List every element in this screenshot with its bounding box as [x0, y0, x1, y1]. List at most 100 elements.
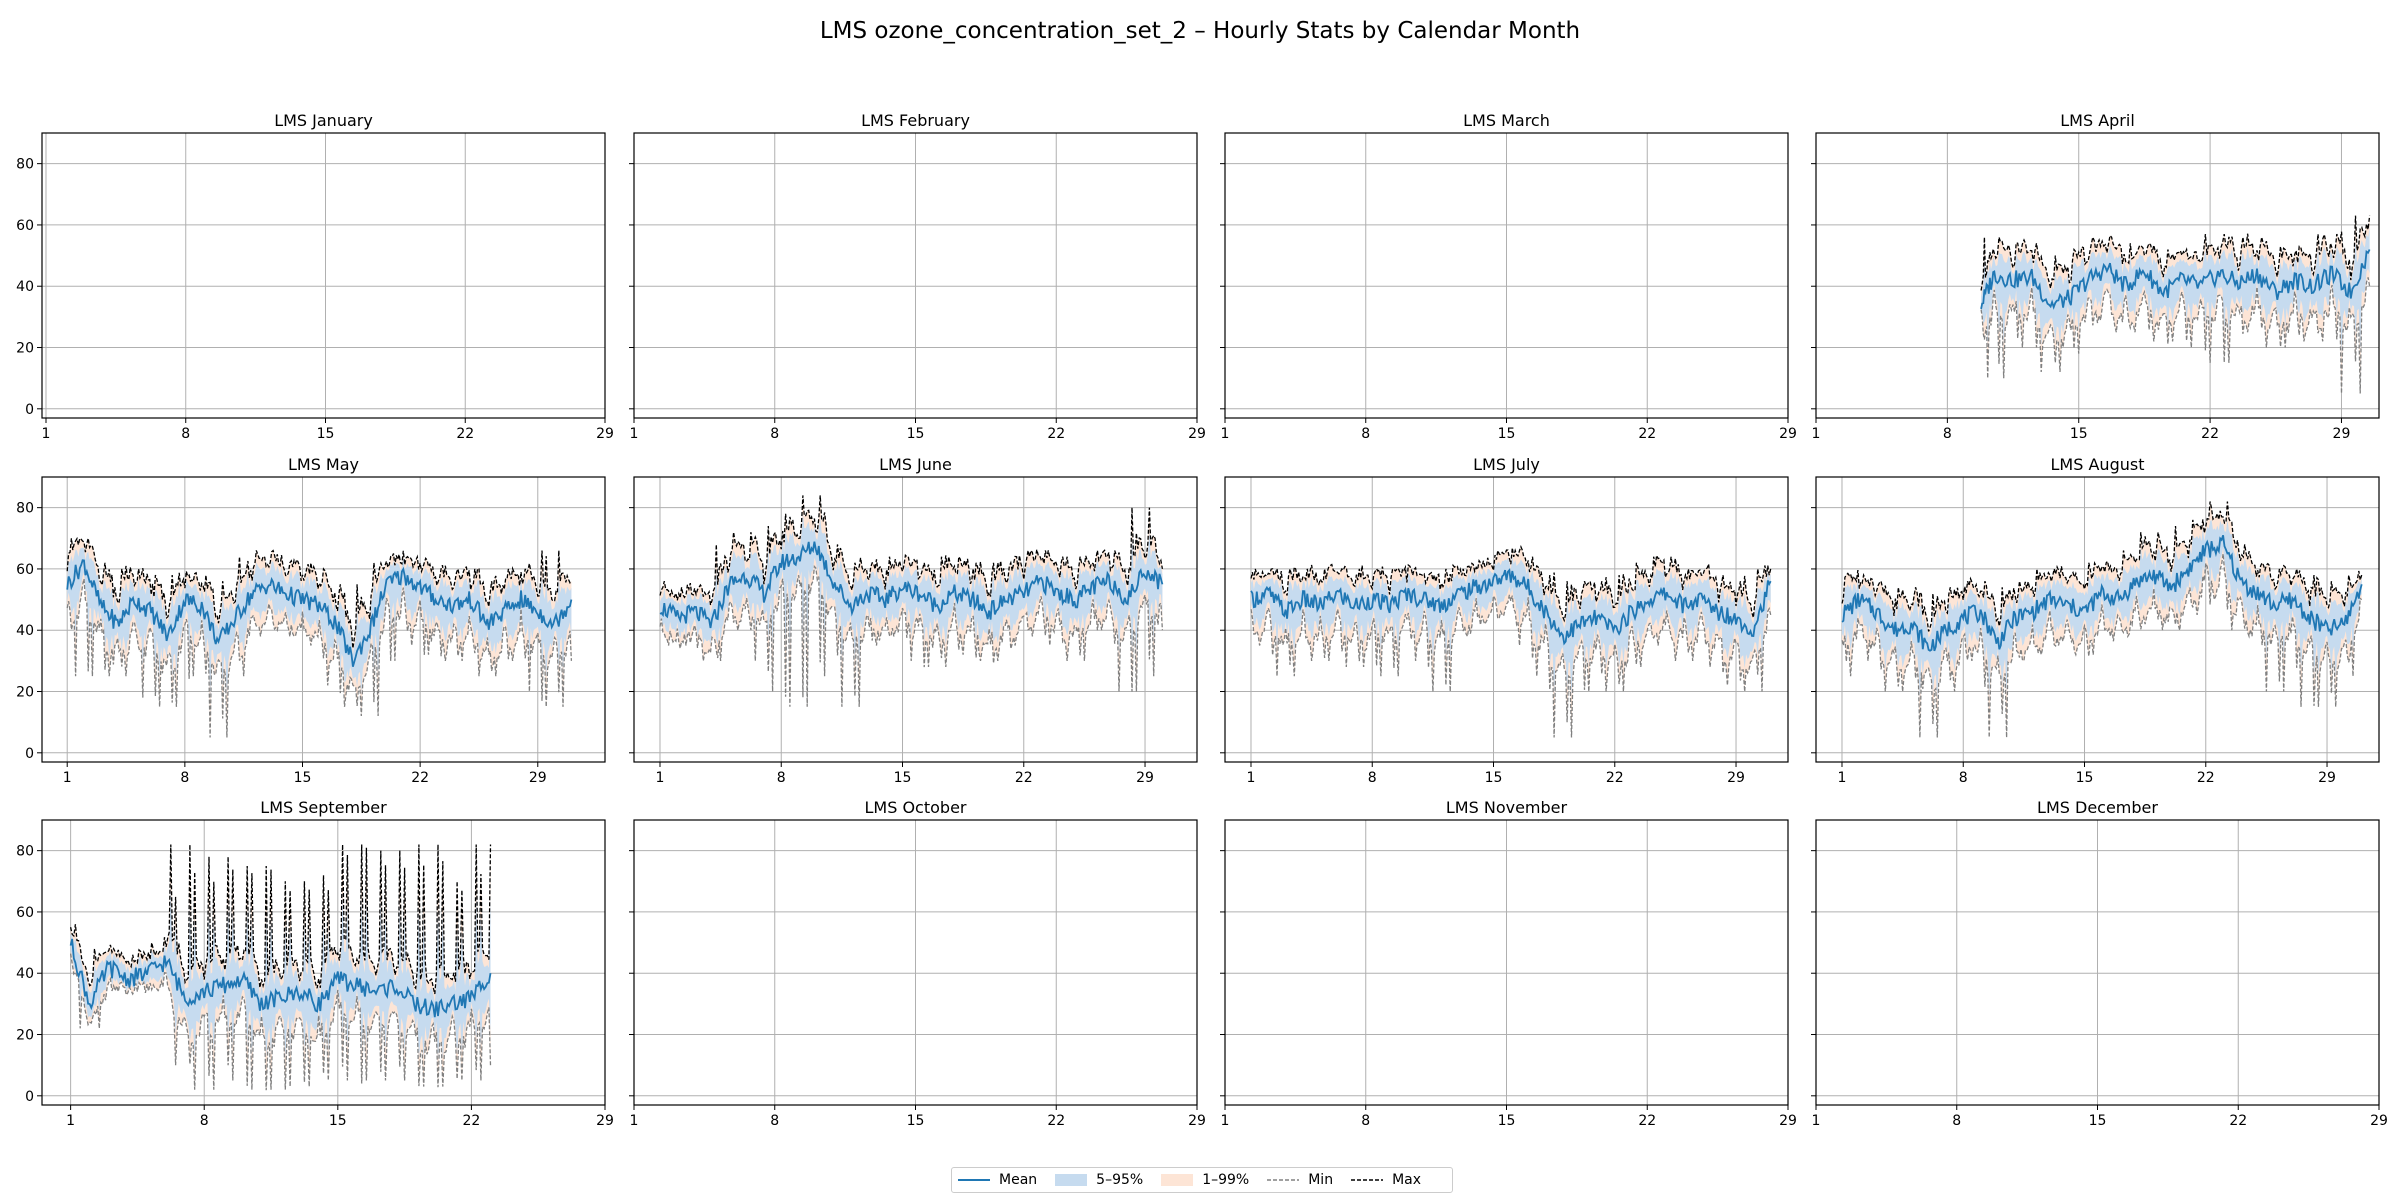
- x-tick-label: 15: [2070, 426, 2088, 442]
- series-max-line: [1250, 545, 1772, 623]
- series-mean-line: [659, 541, 1164, 629]
- x-tick-label: 22: [1047, 1113, 1065, 1129]
- y-tick-label: 20: [16, 341, 34, 357]
- x-tick-label: 22: [462, 1113, 480, 1129]
- subplot-lms-october: 1 8 15 22 29 LMS October: [629, 798, 1206, 1129]
- x-tick-label: 8: [1952, 1113, 1961, 1129]
- y-tick-label: 0: [25, 402, 34, 418]
- x-tick-label: 29: [1779, 426, 1797, 442]
- subplot-lms-august: 1 8 15 22 29 LMS August: [1811, 455, 2380, 786]
- subplot-lms-march: 1 8 15 22 29 LMS March: [1220, 111, 1797, 442]
- x-tick-label: 15: [1485, 770, 1503, 786]
- band-5-95: [1251, 555, 1771, 698]
- y-tick-label: 80: [16, 501, 34, 517]
- legend-label-max: Max: [1392, 1172, 1422, 1188]
- series-min-line: [66, 578, 573, 738]
- series-mean-line: [1980, 249, 2371, 310]
- subplot-title: LMS July: [1473, 455, 1540, 474]
- subplot-title: LMS October: [865, 798, 967, 817]
- x-tick-label: 29: [596, 426, 614, 442]
- figure-title: LMS ozone_concentration_set_2 – Hourly S…: [819, 18, 1581, 44]
- series-max-line: [69, 844, 492, 995]
- y-tick-label: 40: [16, 623, 34, 639]
- axes-frame: [1224, 476, 1789, 763]
- legend-item-band-5-95: 5–95%: [1055, 1172, 1143, 1188]
- x-tick-label: 29: [1188, 426, 1206, 442]
- y-tick-label: 40: [16, 279, 34, 295]
- x-tick-label: 8: [181, 426, 190, 442]
- subplot-lms-april: 1 8 15 22 29 LMS April: [1811, 111, 2380, 442]
- series-mean-line: [66, 559, 573, 667]
- x-tick-label: 29: [2333, 426, 2351, 442]
- x-tick-label: 15: [1498, 1113, 1516, 1129]
- series-min-line: [69, 953, 492, 1091]
- x-tick-label: 8: [1959, 770, 1968, 786]
- x-tick-label: 8: [770, 426, 779, 442]
- x-tick-label: 1: [1838, 770, 1847, 786]
- legend-item-max: Max: [1351, 1172, 1421, 1188]
- legend-item-band-1-99: 1–99%: [1161, 1172, 1249, 1188]
- subplot-lms-january: 1 8 15 22 29 0 20 40 60 80 LMS January: [16, 111, 614, 442]
- subplot-lms-november: 1 8 15 22 29 LMS November: [1220, 798, 1797, 1129]
- x-tick-label: 22: [2197, 770, 2215, 786]
- legend-swatch-min: [1267, 1174, 1300, 1186]
- x-tick-label: 1: [1812, 1113, 1821, 1129]
- x-tick-label: 1: [1812, 426, 1821, 442]
- x-tick-label: 29: [1136, 770, 1154, 786]
- x-tick-label: 22: [1047, 426, 1065, 442]
- legend-item-min: Min: [1267, 1172, 1333, 1188]
- axes-frame: [41, 132, 606, 419]
- subplot-title: LMS January: [274, 111, 373, 130]
- x-tick-label: 8: [1943, 426, 1952, 442]
- x-tick-label: 8: [1361, 1113, 1370, 1129]
- subplot-title: LMS August: [2051, 455, 2145, 474]
- series-max-line: [1841, 501, 2363, 632]
- series-mean-line: [1250, 567, 1772, 646]
- axes-frame: [1815, 132, 2380, 419]
- x-tick-label: 22: [1638, 426, 1656, 442]
- band-5-95: [70, 887, 491, 1063]
- subplot-lms-may: 1 8 15 22 29 0 20 40 60 80 LMS May: [16, 455, 606, 786]
- y-tick-label: 0: [25, 1089, 34, 1105]
- x-tick-label: 22: [1606, 770, 1624, 786]
- x-tick-label: 29: [596, 1113, 614, 1129]
- x-tick-label: 1: [630, 426, 639, 442]
- band-5-95: [1981, 227, 2370, 357]
- y-tick-label: 80: [16, 844, 34, 860]
- subplot-title: LMS June: [879, 455, 952, 474]
- y-tick-label: 60: [16, 562, 34, 578]
- x-tick-label: 15: [2089, 1113, 2107, 1129]
- y-tick-label: 20: [16, 1028, 34, 1044]
- series-min-line: [1841, 553, 2363, 738]
- legend: Mean 5–95% 1–99% Min Max: [951, 1167, 1453, 1193]
- subplot-title: LMS December: [2037, 798, 2158, 817]
- subplot-lms-december: 1 8 15 22 29 LMS December: [1811, 798, 2388, 1129]
- x-tick-label: 8: [200, 1113, 209, 1129]
- subplot-lms-september: 1 8 15 22 29 0 20 40 60 80 LMS September: [16, 798, 614, 1129]
- x-tick-label: 22: [456, 426, 474, 442]
- x-tick-label: 22: [2229, 1113, 2247, 1129]
- legend-swatch-max: [1351, 1174, 1384, 1186]
- y-tick-label: 20: [16, 685, 34, 701]
- y-tick-label: 40: [16, 966, 34, 982]
- x-tick-label: 15: [294, 770, 312, 786]
- legend-label-band-5-95: 5–95%: [1096, 1172, 1144, 1188]
- subplot-title: LMS February: [861, 111, 970, 130]
- subplot-lms-july: 1 8 15 22 29 LMS July: [1220, 455, 1789, 786]
- subplot-title: LMS May: [288, 455, 359, 474]
- x-tick-label: 8: [180, 770, 189, 786]
- x-tick-label: 1: [63, 770, 72, 786]
- x-tick-label: 22: [411, 770, 429, 786]
- subplot-title: LMS March: [1463, 111, 1550, 130]
- y-tick-label: 60: [16, 218, 34, 234]
- band-5-95: [67, 547, 572, 701]
- axes-frame: [633, 476, 1198, 763]
- axes-frame: [1815, 476, 2380, 763]
- x-tick-label: 1: [1247, 770, 1256, 786]
- x-tick-label: 22: [1638, 1113, 1656, 1129]
- x-tick-label: 29: [529, 770, 547, 786]
- x-tick-label: 1: [1221, 1113, 1230, 1129]
- legend-label-band-1-99: 1–99%: [1202, 1172, 1250, 1188]
- axes-frame: [41, 819, 606, 1106]
